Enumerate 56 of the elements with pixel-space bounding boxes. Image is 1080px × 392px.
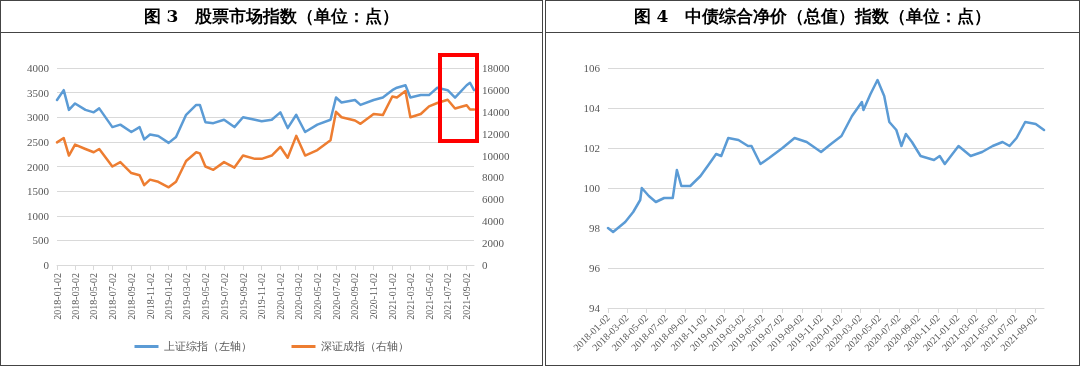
y-tick-label: 2500 — [27, 135, 50, 148]
y-tick-label: 500 — [32, 234, 50, 247]
y-tick-label: 3500 — [27, 86, 50, 99]
y-tick-label: 106 — [583, 62, 601, 74]
x-tick-label: 2019-01-02 — [163, 273, 175, 320]
x-tick-label: 2018-03-02 — [69, 273, 81, 320]
x-tick-label: 2020-07-02 — [330, 273, 342, 320]
line-series — [55, 81, 476, 145]
x-tick-label: 2020-09-02 — [349, 273, 361, 320]
x-tick-label: 2020-05-02 — [311, 273, 323, 320]
line-series — [55, 89, 476, 189]
y2-tick-label: 18000 — [482, 62, 510, 74]
x-tick-label: 2019-05-02 — [199, 273, 211, 320]
x-tick-label: 2021-03-02 — [404, 273, 416, 320]
y2-tick-label: 6000 — [482, 193, 505, 206]
y-tick-label: 100 — [583, 182, 601, 194]
y-tick-label: 0 — [43, 259, 50, 271]
line-series — [606, 78, 1046, 234]
y-tick-label: 104 — [583, 102, 601, 114]
y-tick-label: 4000 — [27, 62, 50, 74]
y2-tick-label: 14000 — [482, 105, 510, 118]
y2-tick-label: 16000 — [482, 83, 510, 96]
chart-title: 图 3 股票市场指数（单位：点） — [1, 1, 542, 33]
y-tick-label: 1000 — [27, 209, 50, 222]
y-tick-label: 98 — [589, 222, 601, 234]
x-tick-label: 2021-05-02 — [423, 273, 435, 320]
y2-tick-label: 4000 — [482, 215, 505, 228]
x-tick-label: 2020-03-02 — [293, 273, 305, 320]
y2-tick-label: 12000 — [482, 127, 510, 140]
x-tick-label: 2020-11-02 — [368, 273, 380, 320]
y2-tick-label: 2000 — [482, 237, 505, 250]
x-tick-label: 2018-07-02 — [106, 273, 118, 320]
y-tick-label: 1500 — [27, 185, 50, 198]
legend-label: 上证综指（左轴） — [163, 340, 252, 353]
x-tick-label: 2018-09-02 — [125, 273, 137, 320]
x-tick-label: 2020-01-02 — [274, 273, 286, 320]
legend-label: 深证成指（右轴） — [320, 340, 409, 353]
x-tick-label: 2019-11-02 — [256, 273, 268, 320]
x-tick-label: 2021-09-02 — [461, 273, 473, 320]
x-tick-label: 2021-01-02 — [386, 273, 398, 320]
x-tick-label: 2018-01-02 — [51, 273, 63, 320]
y-tick-label: 96 — [589, 262, 601, 274]
x-tick-label: 2019-07-02 — [218, 273, 230, 320]
y-tick-label: 3000 — [27, 111, 50, 124]
y2-tick-label: 10000 — [482, 149, 510, 162]
y-tick-label: 102 — [583, 142, 600, 154]
x-tick-label: 2018-11-02 — [144, 273, 156, 320]
x-tick-label: 2019-09-02 — [237, 273, 249, 320]
x-tick-label: 2019-03-02 — [181, 273, 193, 320]
y-tick-label: 2000 — [27, 160, 50, 173]
y-tick-label: 94 — [589, 302, 601, 314]
x-tick-label: 2021-07-02 — [442, 273, 454, 320]
y2-tick-label: 8000 — [482, 171, 505, 184]
y2-tick-label: 0 — [482, 259, 488, 271]
chart-title: 图 4 中债综合净价（总值）指数（单位：点） — [546, 1, 1079, 33]
x-tick-label: 2018-05-02 — [88, 273, 100, 320]
